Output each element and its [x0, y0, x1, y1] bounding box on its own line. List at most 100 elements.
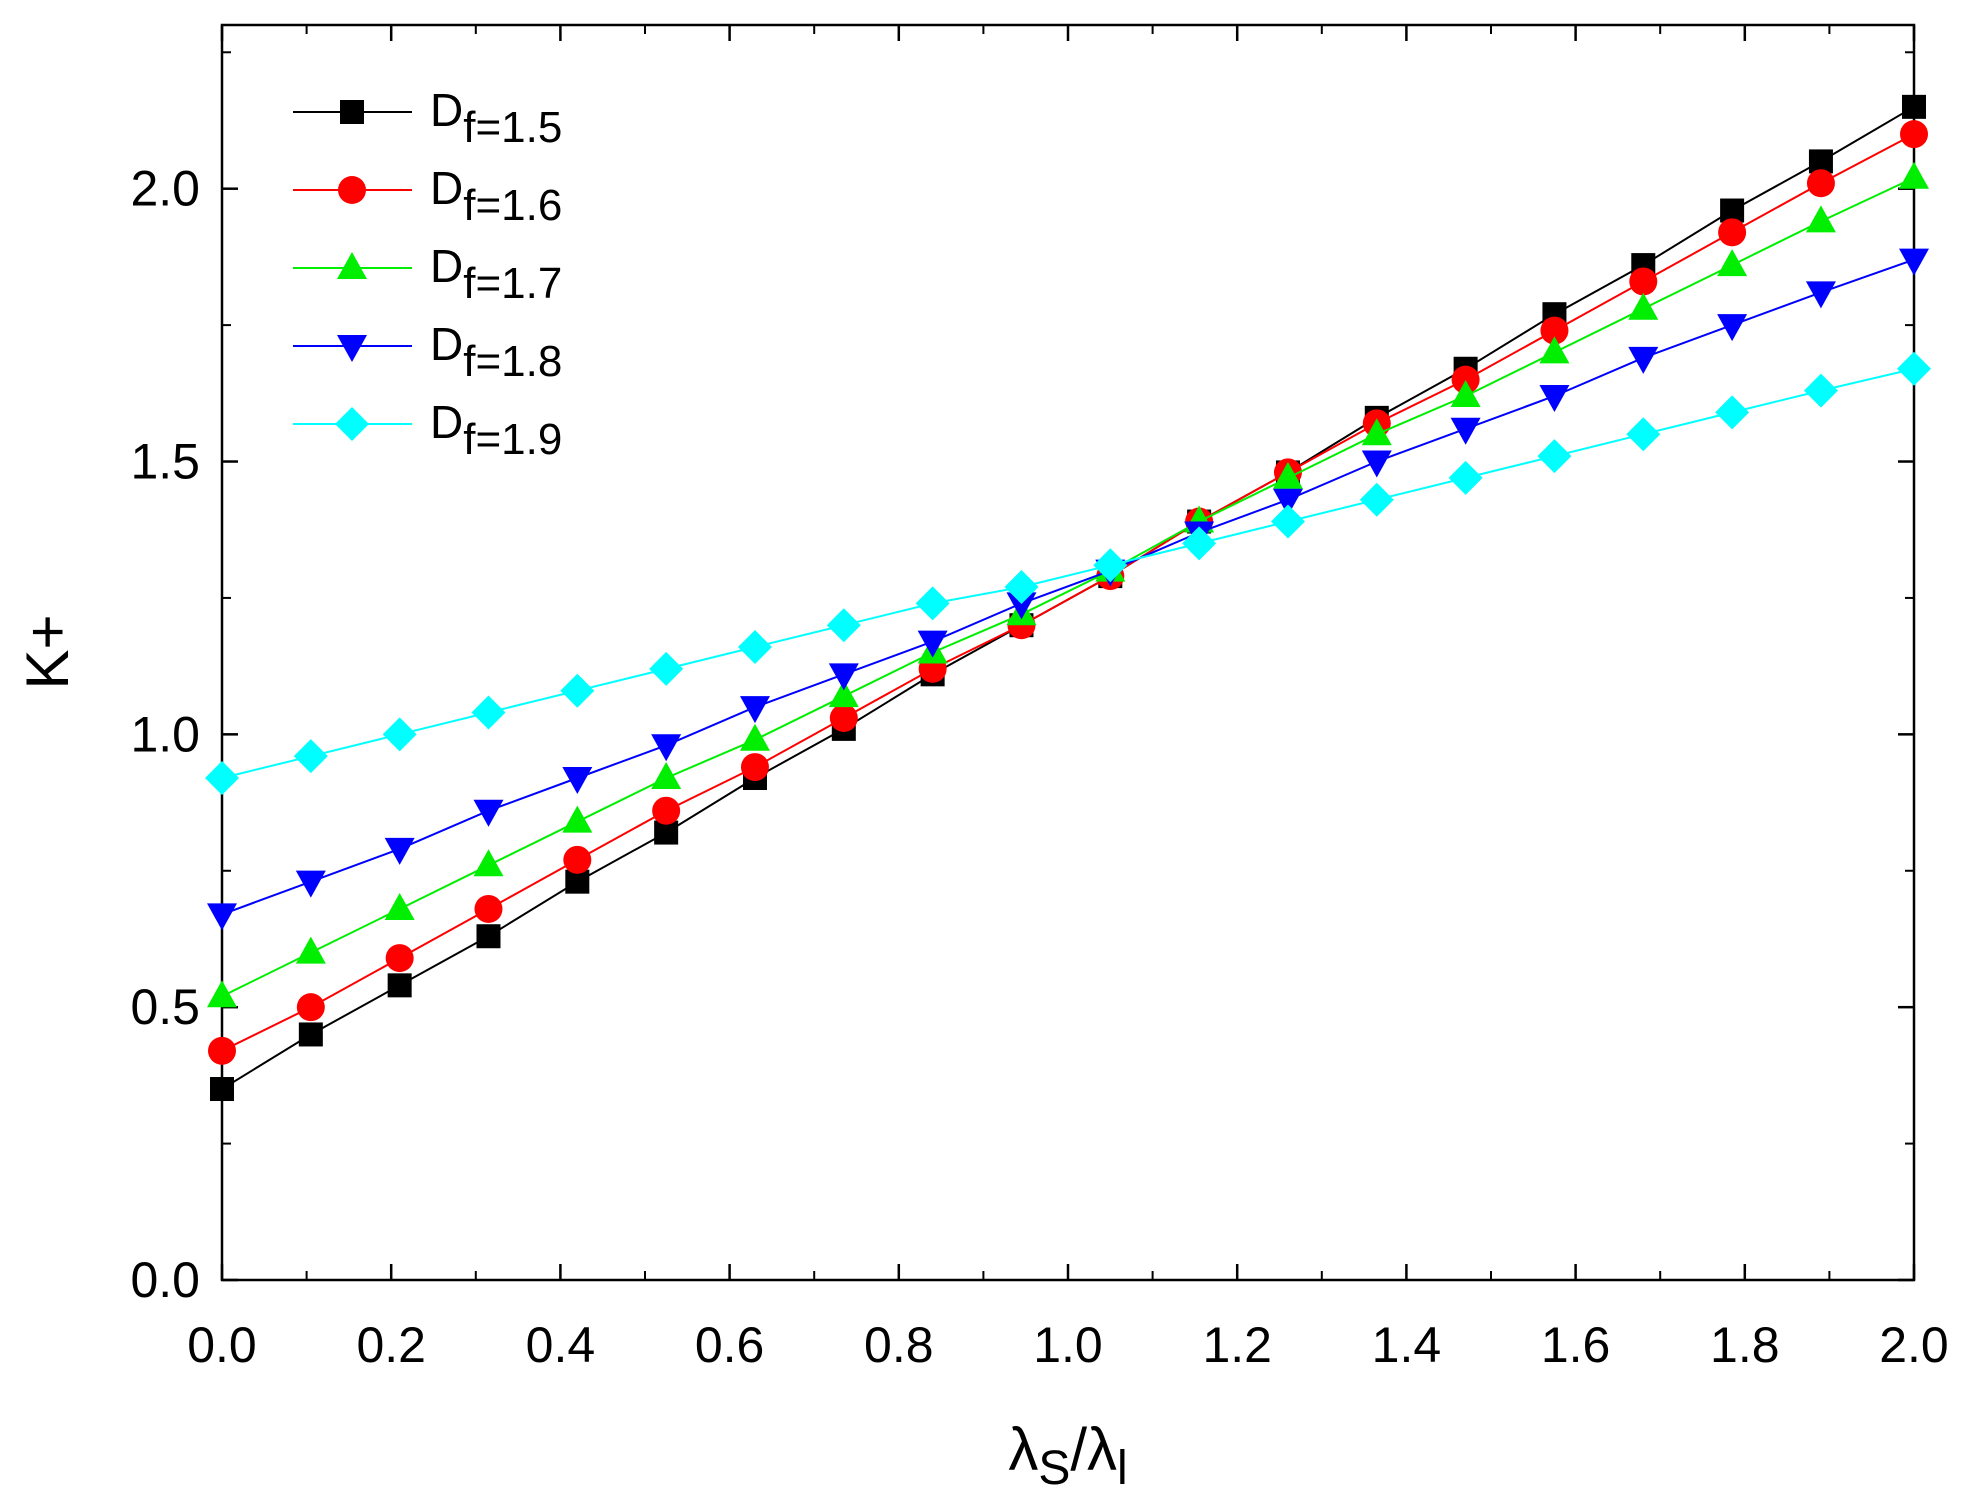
y-tick-label: 1.0 [130, 706, 200, 762]
data-point [476, 924, 501, 949]
x-tick-label: 1.6 [1541, 1317, 1611, 1373]
data-point [1628, 346, 1659, 374]
data-point [205, 761, 239, 795]
data-point [1448, 460, 1483, 495]
x-tick-label: 1.0 [1033, 1317, 1103, 1373]
x-tick-label: 1.2 [1202, 1317, 1272, 1373]
data-point [1899, 248, 1929, 276]
data-point [828, 663, 859, 691]
data-point [384, 892, 415, 920]
x-tick-label: 0.8 [864, 1317, 934, 1373]
data-point [739, 723, 770, 751]
data-point [826, 608, 861, 643]
data-point [293, 739, 328, 774]
data-point [1717, 249, 1748, 277]
data-point [471, 695, 506, 730]
data-point [917, 630, 948, 658]
data-point [1718, 218, 1747, 247]
data-point [1539, 385, 1570, 413]
data-point [829, 703, 858, 732]
data-point [651, 734, 682, 762]
x-tick-label: 1.8 [1710, 1317, 1780, 1373]
data-point [1450, 417, 1481, 445]
legend-marker [338, 176, 366, 204]
data-point [1899, 161, 1929, 189]
x-label-sub-s: S [1038, 1442, 1070, 1495]
x-tick-label: 0.2 [356, 1317, 426, 1373]
x-tick-label: 1.4 [1372, 1317, 1442, 1373]
data-point [207, 980, 237, 1008]
y-tick-label: 0.5 [130, 979, 200, 1035]
data-point [1803, 373, 1838, 408]
data-point [1451, 365, 1480, 394]
legend-item: Df=1.6 [293, 162, 562, 230]
data-point [1270, 504, 1305, 539]
data-point [1359, 482, 1394, 517]
legend-marker [335, 407, 369, 441]
data-point [384, 837, 415, 865]
data-point [1540, 316, 1569, 345]
data-point [210, 1077, 234, 1102]
data-point [1805, 281, 1836, 309]
data-point [649, 651, 684, 686]
data-point [562, 767, 593, 794]
data-point [382, 717, 417, 752]
data-point [296, 993, 325, 1022]
series-line [221, 133, 1915, 1052]
legend-item: Df=1.9 [293, 396, 562, 464]
series-f=1.8 [207, 248, 1929, 931]
data-point [915, 586, 950, 621]
y-axis-label: K+ [14, 614, 81, 689]
y-tick-label: 1.5 [130, 434, 200, 490]
legend-label: Df=1.5 [430, 84, 562, 152]
y-axis-ticks: 0.0 0.5 1.0 1.5 2.0 [130, 51, 1914, 1308]
data-point [208, 1036, 236, 1065]
data-point [828, 680, 859, 708]
legend-marker [337, 335, 367, 362]
legend-item: Df=1.5 [293, 84, 562, 152]
x-axis-ticks: 0.0 0.2 0.4 0.6 0.8 1.0 1.2 1.4 1.6 1.8 2.0 [187, 25, 1949, 1373]
data-point [1004, 570, 1039, 605]
data-point [739, 696, 770, 724]
data-point [474, 894, 503, 923]
data-point [1897, 351, 1931, 386]
data-point [737, 630, 772, 665]
legend-label: Df=1.8 [430, 318, 562, 386]
legend-item: Df=1.8 [293, 318, 562, 386]
data-point [387, 973, 412, 998]
data-point [562, 805, 593, 833]
x-tick-label: 2.0 [1879, 1317, 1949, 1373]
data-point [1450, 380, 1481, 408]
data-point [560, 673, 595, 708]
data-point [295, 870, 326, 898]
series-line [221, 258, 1915, 916]
y-tick-label: 0.0 [130, 1252, 200, 1308]
series-f=1.5 [210, 94, 1926, 1102]
y-tick-label: 2.0 [130, 161, 200, 217]
series-f=1.9 [205, 351, 1931, 795]
series-line [221, 176, 1915, 998]
data-point [473, 849, 504, 877]
data-point [1715, 395, 1750, 430]
data-point [1537, 439, 1572, 474]
legend-item: Df=1.7 [293, 240, 562, 308]
legend-label: Df=1.6 [430, 162, 562, 230]
x-label-slash-lambda: /λ [1070, 1416, 1117, 1483]
x-label-lambda: λ [1008, 1416, 1038, 1483]
data-point [563, 845, 592, 874]
data-point [1539, 336, 1570, 364]
data-point [652, 796, 681, 825]
x-tick-label: 0.6 [695, 1317, 765, 1373]
data-point [1272, 488, 1303, 516]
x-tick-label: 0.4 [526, 1317, 596, 1373]
x-axis-label: λS/λl [1008, 1416, 1127, 1495]
data-point [298, 1022, 323, 1047]
data-point [1717, 314, 1748, 342]
data-point [1900, 120, 1928, 149]
data-point [1093, 548, 1128, 583]
series-layer [205, 94, 1931, 1102]
x-tick-label: 0.0 [187, 1317, 257, 1373]
data-point [473, 799, 504, 827]
legend: Df=1.5 Df=1.6 Df=1.7 Df=1.8 Df=1.9 [293, 84, 562, 464]
